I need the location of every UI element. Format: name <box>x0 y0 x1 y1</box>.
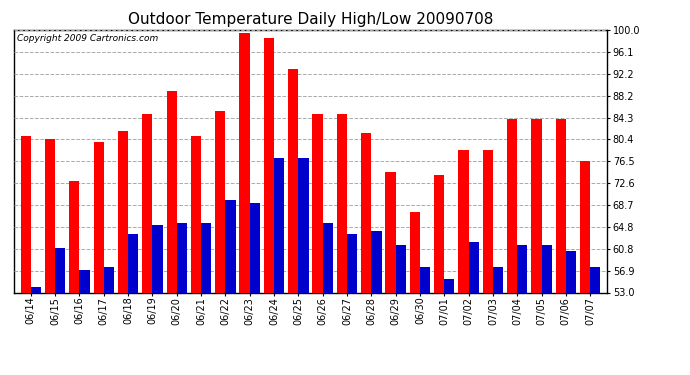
Bar <box>483 150 493 292</box>
Bar <box>361 134 371 292</box>
Bar <box>395 245 406 292</box>
Text: Copyright 2009 Cartronics.com: Copyright 2009 Cartronics.com <box>17 34 158 43</box>
Bar <box>55 248 66 292</box>
Bar <box>288 69 298 292</box>
Bar <box>518 245 527 292</box>
Bar <box>104 267 114 292</box>
Bar <box>21 136 31 292</box>
Bar <box>371 231 382 292</box>
Bar <box>215 111 226 292</box>
Bar <box>313 114 323 292</box>
Title: Outdoor Temperature Daily High/Low 20090708: Outdoor Temperature Daily High/Low 20090… <box>128 12 493 27</box>
Bar <box>239 33 250 292</box>
Bar <box>542 245 552 292</box>
Bar <box>166 92 177 292</box>
Bar <box>444 279 455 292</box>
Bar <box>31 287 41 292</box>
Bar <box>410 211 420 292</box>
Bar <box>191 136 201 292</box>
Bar <box>264 38 274 292</box>
Bar <box>386 172 395 292</box>
Bar <box>590 267 600 292</box>
Bar <box>458 150 469 292</box>
Bar <box>152 225 163 292</box>
Bar <box>79 270 90 292</box>
Bar <box>531 119 542 292</box>
Bar <box>69 181 79 292</box>
Bar <box>128 234 138 292</box>
Bar <box>142 114 152 292</box>
Bar <box>274 159 284 292</box>
Bar <box>507 119 518 292</box>
Bar <box>420 267 430 292</box>
Bar <box>434 175 444 292</box>
Bar <box>555 119 566 292</box>
Bar <box>177 223 187 292</box>
Bar <box>566 251 576 292</box>
Bar <box>118 130 128 292</box>
Bar <box>323 223 333 292</box>
Bar <box>580 161 590 292</box>
Bar <box>469 242 479 292</box>
Bar <box>45 140 55 292</box>
Bar <box>94 142 104 292</box>
Bar <box>201 223 211 292</box>
Bar <box>493 267 503 292</box>
Bar <box>337 114 347 292</box>
Bar <box>347 234 357 292</box>
Bar <box>298 159 308 292</box>
Bar <box>250 203 260 292</box>
Bar <box>226 200 235 292</box>
